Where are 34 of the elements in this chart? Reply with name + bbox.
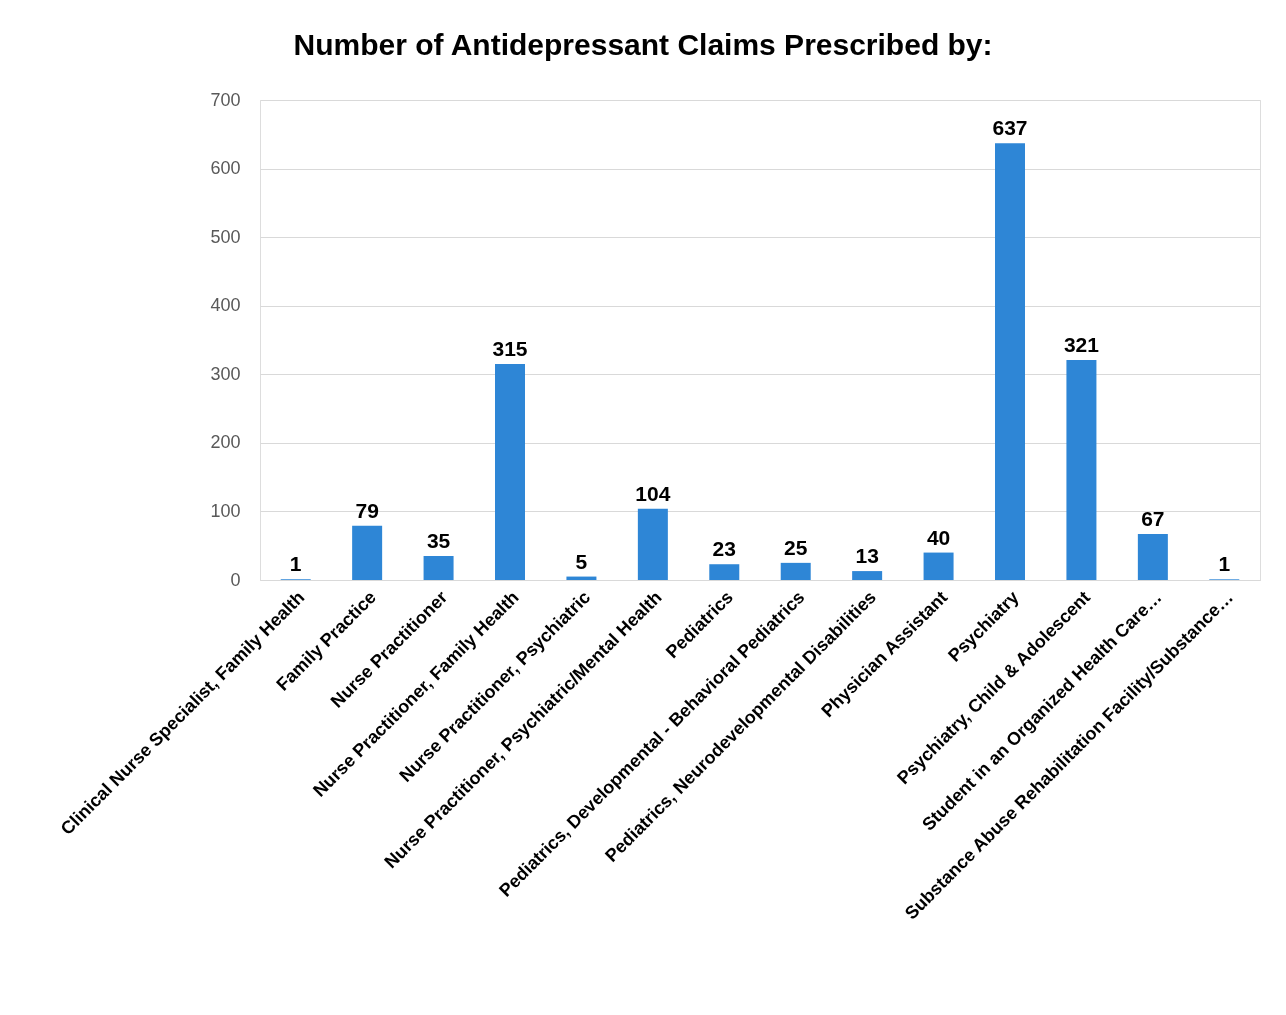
bar (709, 564, 740, 580)
bar (352, 525, 383, 580)
y-tick-label: 500 (210, 226, 241, 247)
y-tick-label: 600 (210, 158, 241, 179)
bar (1066, 359, 1097, 580)
bar (1137, 534, 1168, 580)
data-label: 637 (992, 116, 1028, 140)
data-label: 40 (926, 525, 951, 549)
y-tick-label: 0 (230, 569, 241, 590)
data-label: 67 (1141, 507, 1165, 531)
data-label: 5 (575, 549, 588, 573)
data-label: 25 (784, 535, 808, 559)
bar (423, 556, 454, 580)
y-tick-label: 400 (210, 295, 241, 316)
y-tick-label: 100 (210, 500, 241, 521)
data-label: 23 (712, 537, 736, 561)
bar (995, 143, 1025, 580)
y-tick-label: 300 (210, 363, 241, 384)
data-label: 79 (355, 498, 379, 522)
y-tick-label: 700 (210, 89, 241, 110)
data-label: 13 (855, 544, 879, 568)
chart-title: Number of Antidepressant Claims Prescribed by: (293, 28, 993, 61)
data-label: 1 (289, 552, 302, 576)
bar (780, 562, 811, 580)
data-label: 315 (492, 337, 528, 360)
data-label: 35 (426, 529, 451, 552)
bar (495, 364, 525, 580)
data-label: 104 (635, 481, 671, 505)
bar (852, 571, 883, 580)
bar (637, 508, 668, 580)
y-tick-label: 200 (210, 432, 241, 453)
data-label: 321 (1063, 332, 1100, 356)
data-label: 1 (1218, 552, 1231, 576)
bar (923, 552, 954, 580)
